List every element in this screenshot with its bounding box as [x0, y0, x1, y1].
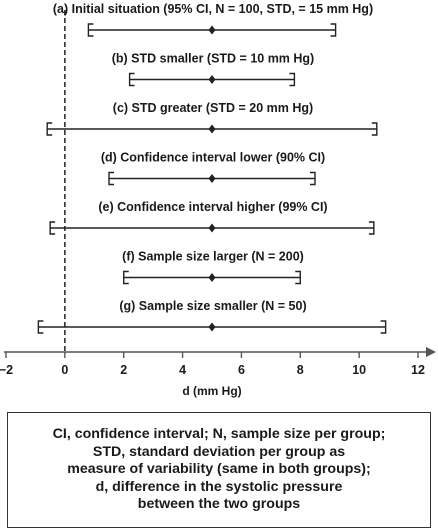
ci-upper-bracket [310, 171, 316, 186]
ci-label: (f) Sample size larger (N = 200) [122, 250, 304, 264]
x-axis-title: d (mm Hg) [182, 384, 241, 398]
abbreviation-note: CI, confidence interval; N, sample size … [52, 426, 386, 513]
ci-upper-bracket [330, 23, 337, 37]
ci-estimate-marker [208, 223, 216, 233]
ci-lower-bracket [37, 320, 44, 334]
ci-estimate-marker [208, 273, 216, 282]
x-tick-label: 8 [297, 363, 304, 377]
ci-upper-bracket [295, 270, 301, 285]
ci-lower-bracket [46, 122, 53, 136]
ci-estimate-marker [208, 25, 216, 35]
ci-estimate-marker [208, 124, 216, 134]
x-tick-label: 2 [120, 363, 127, 377]
x-tick-label: 6 [238, 363, 245, 377]
abbreviation-note-box: CI, confidence interval; N, sample size … [7, 412, 431, 528]
ci-label: (c) STD greater (STD = 20 mm Hg) [113, 101, 313, 115]
ci-label: (b) STD smaller (STD = 10 mm Hg) [112, 52, 314, 66]
ci-upper-bracket [368, 221, 375, 235]
ci-lower-bracket [49, 221, 56, 235]
ci-upper-bracket [380, 320, 387, 334]
x-tick-label: 0 [61, 363, 68, 377]
ci-label: (a) Initial situation (95% CI, N = 100, … [53, 2, 373, 16]
ci-estimate-marker [208, 322, 216, 332]
ci-estimate-marker [208, 174, 216, 183]
ci-upper-bracket [289, 72, 296, 87]
x-tick-label: 10 [352, 363, 366, 377]
x-tick-label: 4 [179, 363, 186, 377]
ci-lower-bracket [123, 270, 129, 285]
ci-estimate-marker [208, 75, 216, 84]
ci-label: (d) Confidence interval lower (90% CI) [101, 151, 325, 165]
ci-lower-bracket [87, 23, 94, 37]
ci-label: (e) Confidence interval higher (99% CI) [98, 200, 327, 214]
x-axis-arrow [426, 347, 436, 357]
ci-upper-bracket [371, 122, 378, 136]
ci-lower-bracket [108, 171, 114, 186]
x-tick-label: 12 [411, 363, 425, 377]
confidence-interval-chart: (a) Initial situation (95% CI, N = 100, … [0, 2, 436, 398]
x-tick-label: −2 [0, 363, 13, 377]
ci-label: (g) Sample size smaller (N = 50) [119, 299, 306, 313]
ci-lower-bracket [128, 72, 135, 87]
